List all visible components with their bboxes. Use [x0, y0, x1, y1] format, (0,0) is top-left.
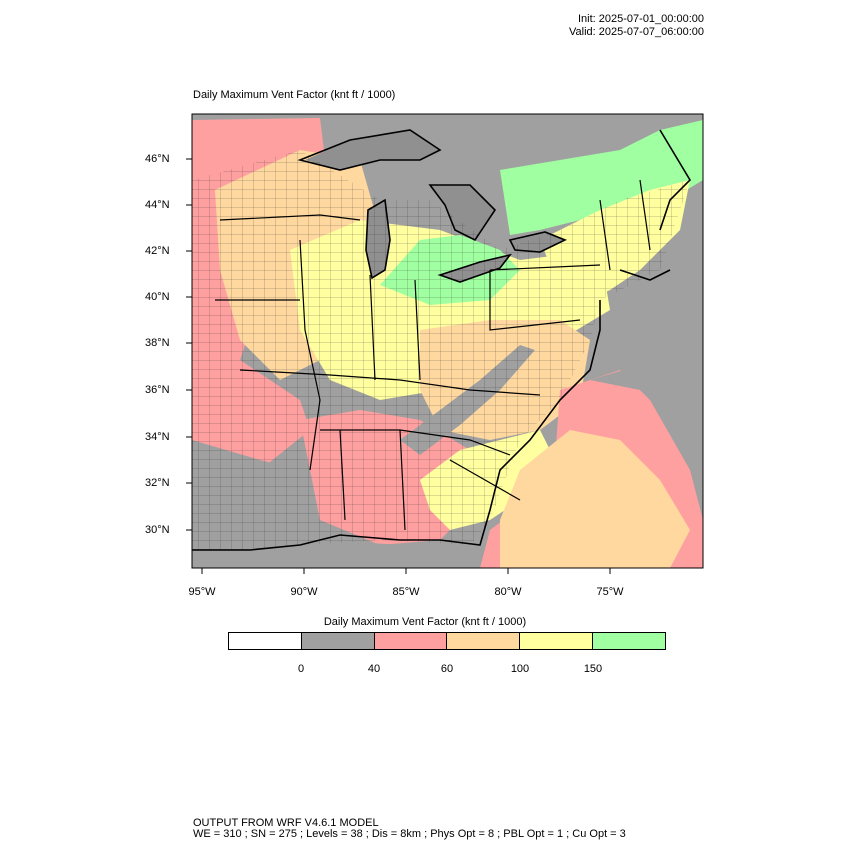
lon-label: 75°W — [596, 586, 624, 598]
lon-label: 85°W — [392, 586, 420, 598]
plot-frame — [191, 113, 704, 569]
model-footer-line-2: WE = 310 ; SN = 275 ; Levels = 38 ; Dis … — [193, 828, 626, 840]
colorbar-title: Daily Maximum Vent Factor (knt ft / 1000… — [323, 616, 527, 628]
colorbar-tick: 100 — [510, 663, 530, 675]
lat-label: 36°N — [145, 384, 170, 396]
valid-time-label: Valid: 2025-07-07_06:00:00 — [569, 26, 704, 38]
lat-label: 38°N — [145, 337, 170, 349]
colorbar — [228, 632, 666, 650]
region-orange-atlantic — [500, 430, 690, 568]
coastlines — [192, 129, 692, 551]
lon-label: 80°W — [494, 586, 522, 598]
plot-title: Daily Maximum Vent Factor (knt ft / 1000… — [193, 89, 396, 101]
region-gray-atlantic — [590, 340, 703, 450]
gulf-of-mexico — [192, 540, 480, 568]
county-grid — [192, 150, 690, 550]
state-boundaries — [215, 179, 651, 531]
colorbar-box-white — [229, 633, 302, 649]
lat-label: 34°N — [145, 431, 170, 443]
init-time-label: Init: 2025-07-01_00:00:00 — [578, 13, 704, 25]
colorbar-box-green — [593, 633, 665, 649]
colorbar-box-yellow — [520, 633, 594, 649]
colorbar-tick: 0 — [297, 663, 305, 675]
lake-huron — [430, 185, 495, 240]
lat-label: 40°N — [145, 291, 170, 303]
colorbar-tick: 60 — [440, 663, 454, 675]
colorbar-box-gray — [301, 633, 375, 649]
lat-label: 44°N — [145, 199, 170, 211]
colorbar-box-pink — [374, 633, 448, 649]
lat-label: 32°N — [145, 477, 170, 489]
lat-label: 42°N — [145, 245, 170, 257]
lon-label: 95°W — [188, 586, 216, 598]
colorbar-tick: 40 — [367, 663, 381, 675]
lon-label: 90°W — [290, 586, 318, 598]
lat-label: 46°N — [145, 153, 170, 165]
lat-label: 30°N — [145, 524, 170, 536]
colorbar-tick: 150 — [583, 663, 603, 675]
colorbar-box-orange — [447, 633, 521, 649]
model-footer-line-1: OUTPUT FROM WRF V4.6.1 MODEL — [193, 817, 379, 829]
region-green-north — [500, 120, 703, 235]
